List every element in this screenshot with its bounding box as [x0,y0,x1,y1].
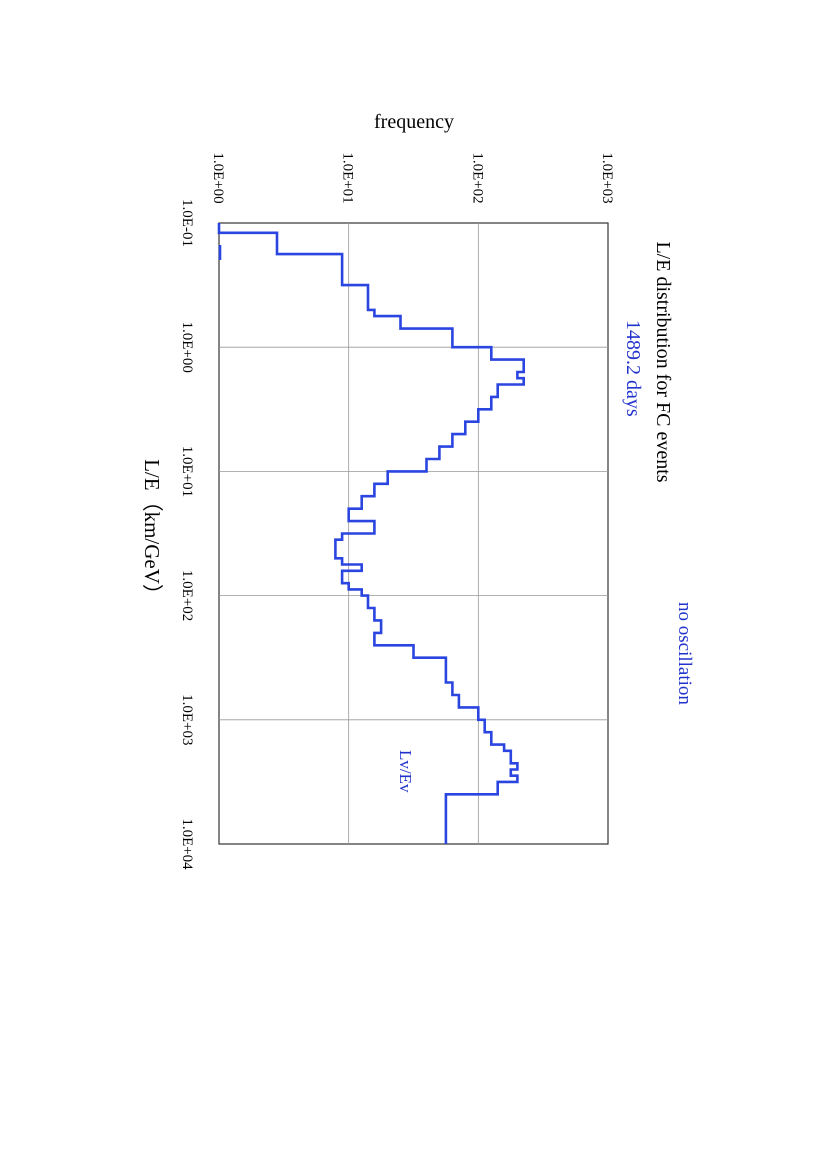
x-tick-label: 1.0E+01 [179,446,195,497]
x-tick-label: 1.0E+00 [179,322,195,373]
y-tick-label: 1.0E+00 [210,152,226,203]
chart-subtitle: 1489.2 days [622,320,644,417]
y-tick-label: 1.0E+01 [340,152,356,203]
series-label: Lv/Ev [396,750,415,793]
x-tick-label: 1.0E+04 [179,818,195,870]
y-axis-label: frequency [374,111,454,133]
plot-frame [218,222,609,845]
x-tick-label: 1.0E+02 [179,570,195,621]
x-tick-label: 1.0E-01 [179,199,195,247]
x-tick-label: 1.0E+03 [179,694,195,745]
x-tick-labels: 1.0E-01 1.0E+00 1.0E+01 1.0E+02 1.0E+03 1.0E+… [179,199,195,870]
y-tick-label: 1.0E+03 [599,152,615,203]
grid-lines [219,223,608,844]
plot-area [217,222,609,845]
annotation-text: no oscillation [674,602,695,705]
series-line [217,223,525,844]
chart-title: L/E distribution for FC events [652,241,674,482]
y-tick-label: 1.0E+02 [469,152,485,203]
series-group [217,223,525,844]
y-tick-labels: 1.0E+00 1.0E+01 1.0E+02 1.0E+03 [210,152,615,203]
x-axis-label: L/E（km/GeV） [140,459,164,605]
